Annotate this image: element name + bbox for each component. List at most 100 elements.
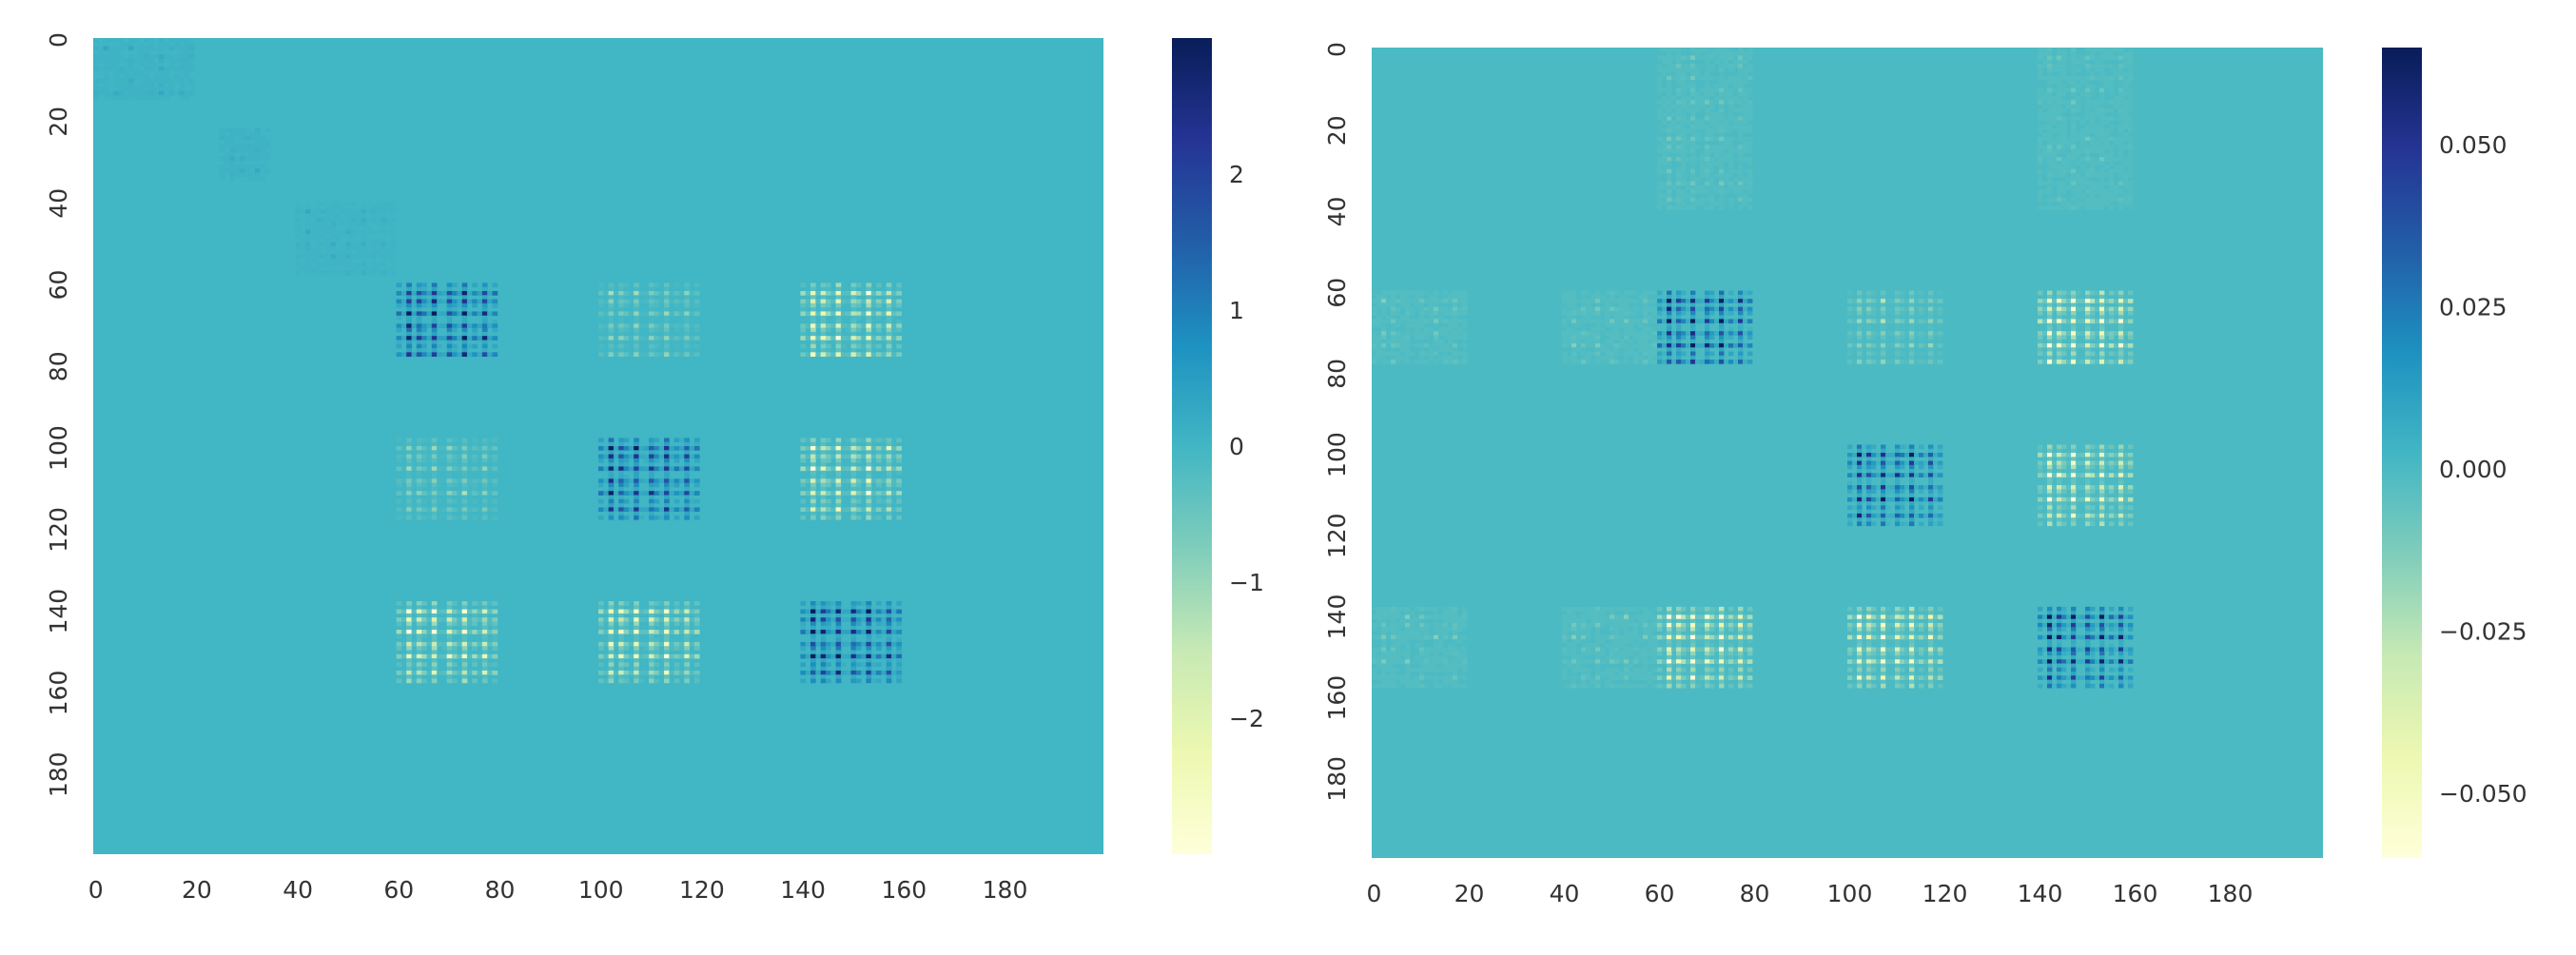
heatmap-cell	[890, 454, 897, 459]
heatmap-cell	[1662, 128, 1668, 133]
heatmap-cell	[188, 54, 195, 59]
heatmap-cell	[1605, 310, 1610, 316]
heatmap-cell	[431, 662, 438, 668]
heatmap-cell	[1676, 299, 1682, 303]
heatmap-cell	[229, 152, 236, 157]
heatmap-cell	[1705, 185, 1710, 190]
heatmap-cell	[492, 630, 498, 634]
heatmap-cell	[2128, 120, 2134, 126]
heatmap-cell	[1695, 145, 1701, 149]
heatmap-cell	[466, 507, 473, 513]
heatmap-cell	[684, 625, 690, 631]
heatmap-cell	[411, 311, 418, 317]
heatmap-cell	[2095, 48, 2100, 52]
heatmap-cell	[649, 674, 654, 679]
heatmap-cell	[886, 466, 892, 472]
heatmap-cell	[345, 270, 352, 276]
heatmap-cell	[1667, 205, 1672, 210]
heatmap-cell	[477, 446, 483, 451]
heatmap-cell	[239, 164, 245, 169]
heatmap-cell	[618, 450, 624, 455]
heatmap-cell	[2095, 189, 2100, 194]
heatmap-cell	[2052, 55, 2058, 61]
heatmap-cell	[870, 290, 877, 296]
heatmap-cell	[1719, 302, 1725, 308]
heatmap-cell	[446, 621, 453, 627]
heatmap-cell	[249, 144, 256, 149]
heatmap-cell	[1705, 322, 1710, 328]
heatmap-cell	[805, 438, 811, 443]
heatmap-cell	[2052, 165, 2058, 170]
heatmap-cell	[1667, 84, 1672, 88]
heatmap-cell	[1690, 326, 1696, 332]
heatmap-cell	[1690, 168, 1696, 174]
heatmap-cell	[1633, 360, 1639, 364]
heatmap-cell	[1676, 161, 1682, 166]
heatmap-cell	[805, 446, 811, 451]
heatmap-cell	[2118, 128, 2124, 133]
heatmap-cell	[396, 678, 402, 684]
heatmap-cell	[598, 283, 604, 288]
heatmap-cell	[855, 491, 862, 496]
heatmap-cell	[330, 258, 337, 263]
heatmap-cell	[446, 491, 453, 496]
heatmap-cell	[365, 217, 372, 223]
heatmap-cell	[1724, 96, 1729, 101]
heatmap-cell	[1709, 302, 1715, 308]
heatmap-cell	[850, 478, 857, 484]
heatmap-cell	[179, 74, 185, 80]
heatmap-cell	[1671, 157, 1677, 162]
heatmap-cell	[1695, 148, 1701, 154]
heatmap-cell	[1605, 360, 1610, 364]
heatmap-cell	[623, 454, 630, 459]
heatmap-cell	[385, 254, 392, 260]
heatmap-cell	[1686, 168, 1691, 174]
heatmap-cell	[693, 662, 700, 668]
heatmap-cell	[1743, 107, 1748, 113]
heatmap-cell	[1705, 64, 1710, 68]
heatmap-cell	[846, 336, 851, 341]
heatmap-cell	[1652, 355, 1658, 361]
heatmap-cell	[421, 450, 427, 455]
heatmap-cell	[1671, 75, 1677, 81]
heatmap-cell	[1700, 100, 1706, 106]
heatmap-cell	[825, 630, 831, 634]
heatmap-cell	[391, 242, 397, 247]
heatmap-cell	[643, 352, 650, 358]
heatmap-cell	[472, 438, 478, 443]
heatmap-cell	[1667, 319, 1672, 324]
x-tick-label: 80	[485, 876, 516, 904]
heatmap-cell	[840, 662, 847, 668]
heatmap-cell	[1633, 306, 1639, 312]
heatmap-cell	[1671, 306, 1677, 312]
heatmap-cell	[2090, 168, 2096, 174]
heatmap-cell	[876, 633, 882, 639]
heatmap-cell	[1571, 310, 1577, 316]
heatmap-cell	[481, 482, 488, 488]
heatmap-cell	[634, 307, 639, 312]
heatmap-cell	[830, 323, 836, 328]
heatmap-cell	[2085, 205, 2091, 210]
heatmap-cell	[2128, 91, 2134, 97]
heatmap-cell	[1719, 55, 1725, 61]
heatmap-cell	[1434, 299, 1439, 303]
heatmap-cell	[164, 67, 170, 71]
heatmap-cell	[628, 609, 634, 614]
heatmap-cell	[98, 78, 105, 84]
heatmap-cell	[810, 462, 816, 467]
heatmap-cell	[426, 290, 433, 296]
heatmap-cell	[335, 238, 342, 243]
heatmap-cell	[1747, 331, 1753, 336]
heatmap-cell	[664, 466, 670, 472]
heatmap-cell	[684, 438, 690, 443]
heatmap-cell	[835, 486, 842, 492]
heatmap-cell	[1415, 319, 1420, 324]
heatmap-cell	[1719, 290, 1725, 296]
heatmap-cell	[2047, 148, 2053, 154]
heatmap-cell	[850, 323, 857, 328]
heatmap-cell	[1709, 181, 1715, 186]
heatmap-cell	[598, 327, 604, 333]
heatmap-cell	[623, 609, 630, 614]
heatmap-cell	[2080, 120, 2086, 126]
heatmap-cell	[1719, 197, 1725, 203]
